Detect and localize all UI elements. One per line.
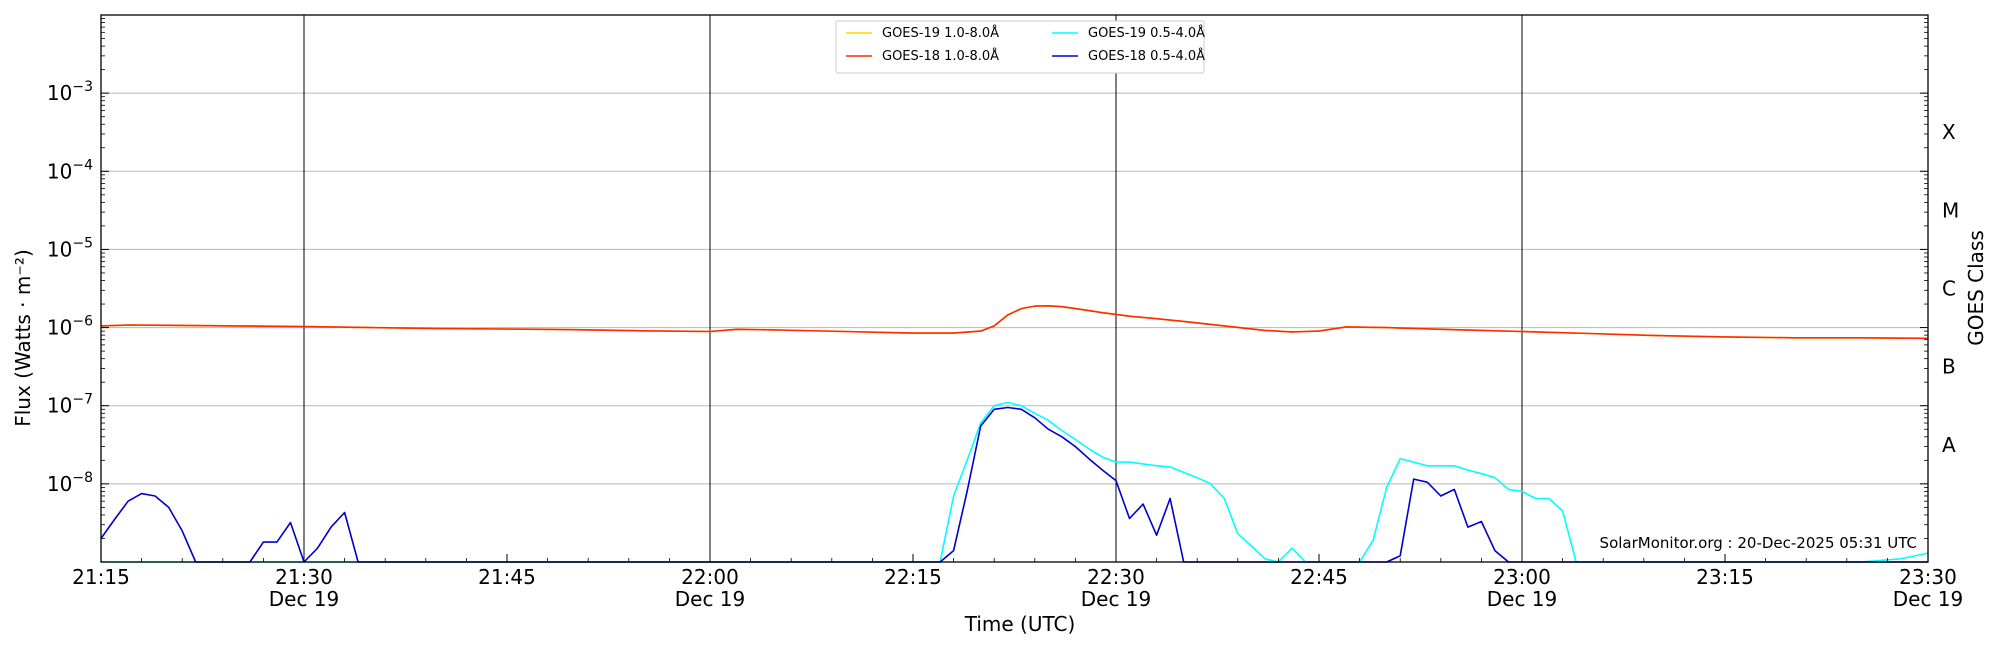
y-axis-title: Flux (Watts · m⁻²) [11,249,35,427]
x-axis-title: Time (UTC) [964,612,1076,636]
x-tick-date-label: Dec 19 [269,587,340,611]
axis-ticks [100,18,1929,562]
x-tick-label: 21:15 [72,565,130,589]
x-tick-date-label: Dec 19 [1081,587,1152,611]
goes-class-label: C [1942,277,1956,301]
y-tick-label: 10−8 [47,470,93,496]
legend-label: GOES-19 0.5-4.0Å [1088,25,1205,41]
series-line [100,304,1929,340]
y-tick-label: 10−7 [47,392,93,418]
goes-class-label: M [1942,198,1959,222]
x-tick-label: 22:45 [1290,565,1348,589]
legend-label: GOES-18 0.5-4.0Å [1088,48,1205,64]
goes-class-labels: A B C M X [1942,120,1959,457]
x-tick-label: 23:00 [1493,565,1551,589]
x-tick-label: 23:30 [1899,565,1957,589]
series-line [100,406,1928,563]
x-tick-label: 22:00 [681,565,739,589]
goes-class-label: X [1942,120,1956,144]
grid-lines [101,92,1928,485]
plot-area-frame [100,14,1929,563]
legend-label: GOES-19 1.0-8.0Å [882,25,999,41]
credit-text: SolarMonitor.org : 20-Dec-2025 05:31 UTC [1600,534,1917,552]
x-tick-date-label: Dec 19 [1487,587,1558,611]
y-tick-label: 10−4 [47,157,93,183]
right-axis-title: GOES Class [1964,230,1988,346]
legend-box [835,20,1205,74]
x-tick-date-label: Dec 19 [1893,587,1964,611]
y-tick-label: 10−3 [47,79,93,105]
legend: GOES-19 1.0-8.0Å GOES-18 1.0-8.0Å GOES-19 … [835,20,1205,74]
day-marker-lines [303,15,1523,562]
legend-label: GOES-18 1.0-8.0Å [882,48,999,64]
x-tick-label: 22:15 [884,565,942,589]
x-tick-date-label: Dec 19 [675,587,746,611]
series-line [100,304,1929,340]
x-tick-label: 23:15 [1696,565,1754,589]
x-tick-label: 21:45 [478,565,536,589]
x-tick-label: 21:30 [275,565,333,589]
x-tick-label: 22:30 [1087,565,1145,589]
goes-class-label: A [1942,433,1956,457]
y-tick-label: 10−6 [47,314,93,340]
y-tick-label: 10−5 [47,235,93,261]
goes-class-label: B [1942,355,1956,379]
series-line [101,401,1929,563]
y-tick-labels: 10−8 10−7 10−6 10−5 10−4 10−3 [47,79,93,496]
series-lines [100,304,1929,563]
